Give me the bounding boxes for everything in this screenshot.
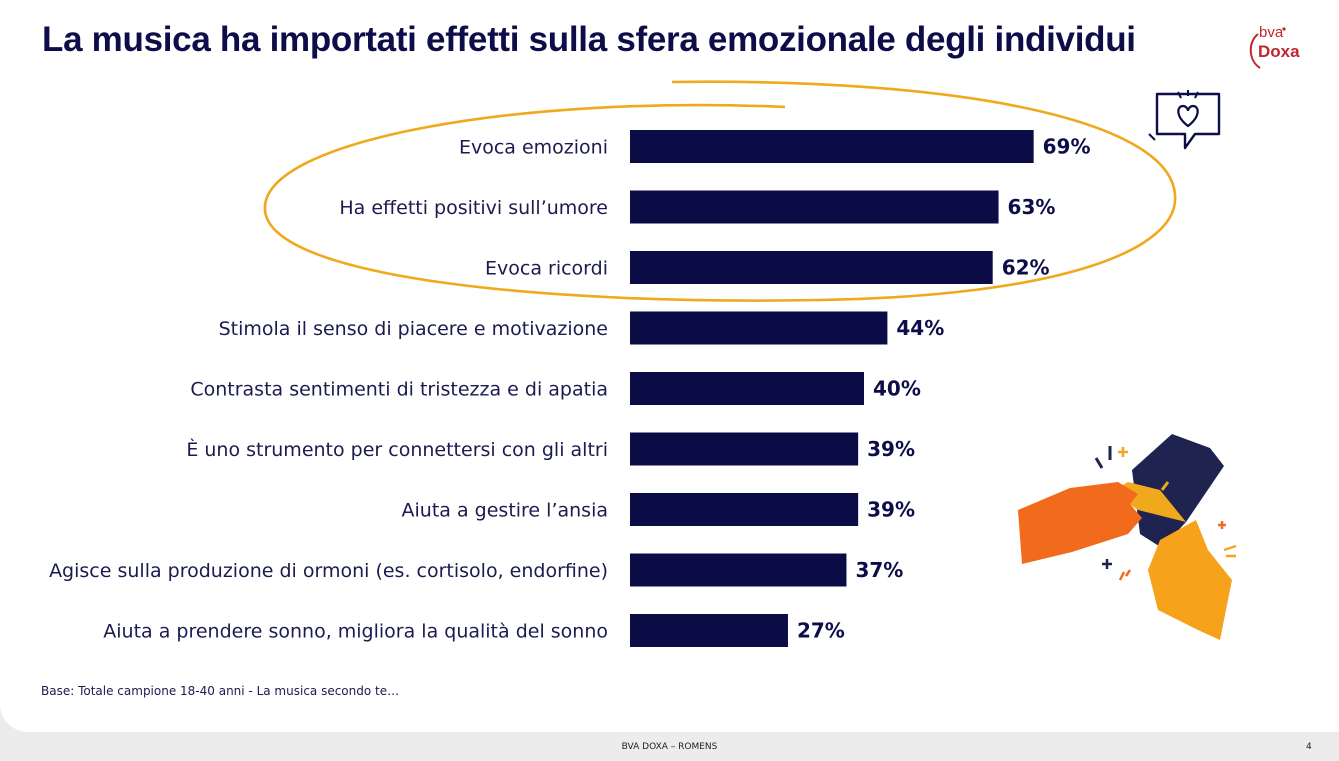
page-title: La musica ha importati effetti sulla sfe… xyxy=(42,20,1136,59)
bar xyxy=(630,130,1034,163)
category-label: Aiuta a prendere sonno, migliora la qual… xyxy=(103,621,608,643)
bva-doxa-logo: bva Doxa xyxy=(1246,24,1310,72)
value-label: 62% xyxy=(1002,256,1050,280)
bar xyxy=(630,311,888,345)
category-label: Ha effetti positivi sull’umore xyxy=(339,197,608,219)
logo-doxa-text: Doxa xyxy=(1258,42,1300,61)
footer-source: BVA DOXA – ROMENS xyxy=(621,742,718,752)
category-label: Evoca emozioni xyxy=(459,137,608,159)
bar xyxy=(630,251,993,284)
bar xyxy=(630,190,999,224)
slide-background xyxy=(0,0,1339,732)
value-label: 37% xyxy=(855,558,903,582)
value-label: 69% xyxy=(1043,135,1091,159)
category-label: Contrasta sentimenti di tristezza e di a… xyxy=(190,379,608,401)
value-label: 39% xyxy=(867,437,915,461)
category-label: Stimola il senso di piacere e motivazion… xyxy=(219,318,608,340)
highlight-ellipse xyxy=(263,80,1177,302)
logo-arc-icon xyxy=(1249,27,1286,69)
category-label: Aiuta a gestire l’ansia xyxy=(402,500,608,522)
bar-chart: Evoca emozioni 69% Ha effetti positivi sul… xyxy=(49,80,1177,647)
category-label: Evoca ricordi xyxy=(485,258,608,280)
value-label: 44% xyxy=(896,316,944,340)
category-label: Agisce sulla produzione di ormoni (es. c… xyxy=(49,560,608,582)
value-label: 27% xyxy=(797,619,845,643)
bar xyxy=(630,432,859,466)
page-number: 4 xyxy=(1306,742,1312,752)
bar xyxy=(630,493,859,526)
heart-chat-icon xyxy=(1148,90,1221,150)
value-label: 40% xyxy=(873,377,921,401)
value-label: 63% xyxy=(1008,195,1056,219)
logo-bva-text: bva xyxy=(1259,24,1284,41)
bar xyxy=(630,614,788,647)
category-label: È uno strumento per connettersi con gli … xyxy=(186,438,608,461)
base-note: Base: Totale campione 18-40 anni - La mu… xyxy=(41,684,400,698)
bar xyxy=(630,372,864,405)
hands-illustration xyxy=(1018,434,1237,640)
value-label: 39% xyxy=(867,498,915,522)
bar xyxy=(630,553,847,587)
